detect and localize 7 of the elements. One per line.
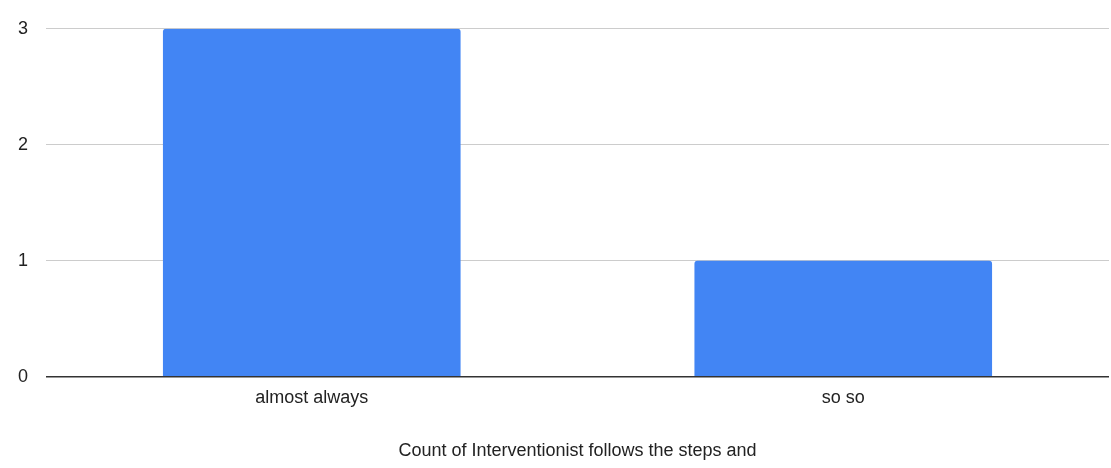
y-tick-label: 3: [18, 17, 29, 38]
y-tick-label: 0: [18, 365, 29, 386]
x-tick-label: almost always: [255, 386, 369, 407]
x-axis-title: Count of Interventionist follows the steps and: [398, 440, 757, 461]
x-tick-label: so so: [821, 386, 865, 407]
y-tick-label: 2: [18, 133, 29, 154]
y-tick-label: 1: [18, 249, 29, 270]
